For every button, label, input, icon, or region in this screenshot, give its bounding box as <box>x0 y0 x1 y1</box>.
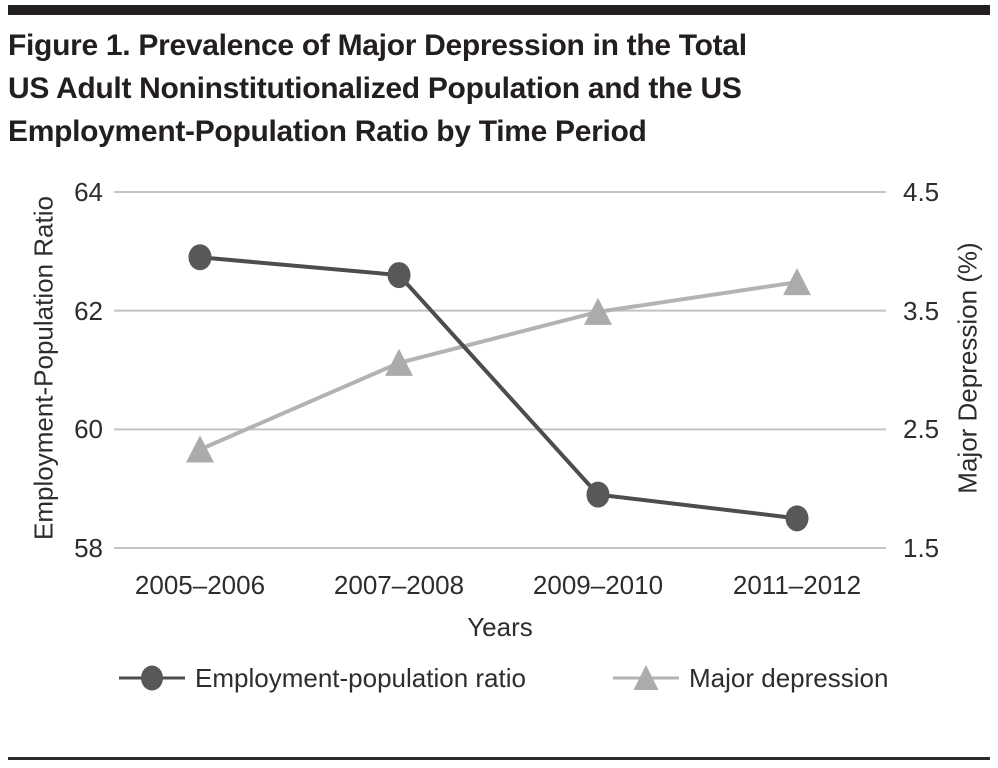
right-axis-title: Major Depression (%) <box>952 242 983 494</box>
legend-circle-marker <box>119 665 185 691</box>
left-axis-tick: 62 <box>74 295 103 326</box>
right-axis-tick: 4.5 <box>903 177 940 207</box>
triangle-marker <box>385 348 413 376</box>
circle-marker <box>188 244 212 271</box>
triangle-marker <box>186 435 214 463</box>
series-line-triangle <box>199 280 798 452</box>
x-axis-title: Years <box>467 612 533 642</box>
left-axis-title: Employment-Population Ratio <box>28 196 59 540</box>
bottom-rule <box>8 757 990 760</box>
right-axis-tick: 2.5 <box>903 414 940 445</box>
x-axis-tick: 2009–2010 <box>532 570 664 600</box>
figure-title-line-3: Employment-Population Ratio by Time Peri… <box>8 115 647 148</box>
figure-title-line-1: Figure 1. Prevalence of Major Depression… <box>8 29 747 62</box>
right-axis-tick: 1.5 <box>903 533 940 563</box>
top-rule <box>8 5 990 15</box>
legend-item-employment-population-ratio: Employment-population ratio <box>118 662 526 694</box>
figure-title: Figure 1. Prevalence of Major Depression… <box>8 24 993 153</box>
x-axis-tick: 2005–2006 <box>134 570 266 600</box>
left-axis-tick: 60 <box>74 414 103 445</box>
x-axis-tick: 2011–2012 <box>732 570 862 600</box>
triangle-marker <box>584 297 612 325</box>
figure-title-line-2: US Adult Noninstitutionalized Population… <box>8 72 742 105</box>
legend-triangle-marker <box>613 665 679 690</box>
legend-label-employment-population-ratio: Employment-population ratio <box>195 662 526 693</box>
legend-item-major-depression: Major depression <box>612 662 888 694</box>
series-line-circle <box>199 255 798 521</box>
circle-marker <box>785 505 809 532</box>
circle-marker <box>387 262 411 289</box>
triangle-marker <box>783 268 811 296</box>
left-axis-tick: 58 <box>74 533 103 563</box>
right-axis-tick: 3.5 <box>903 295 940 326</box>
legend-label-major-depression: Major depression <box>689 662 889 693</box>
left-axis-tick: 64 <box>74 177 103 207</box>
circle-marker <box>586 481 610 508</box>
x-axis-tick: 2007–2008 <box>333 570 465 600</box>
